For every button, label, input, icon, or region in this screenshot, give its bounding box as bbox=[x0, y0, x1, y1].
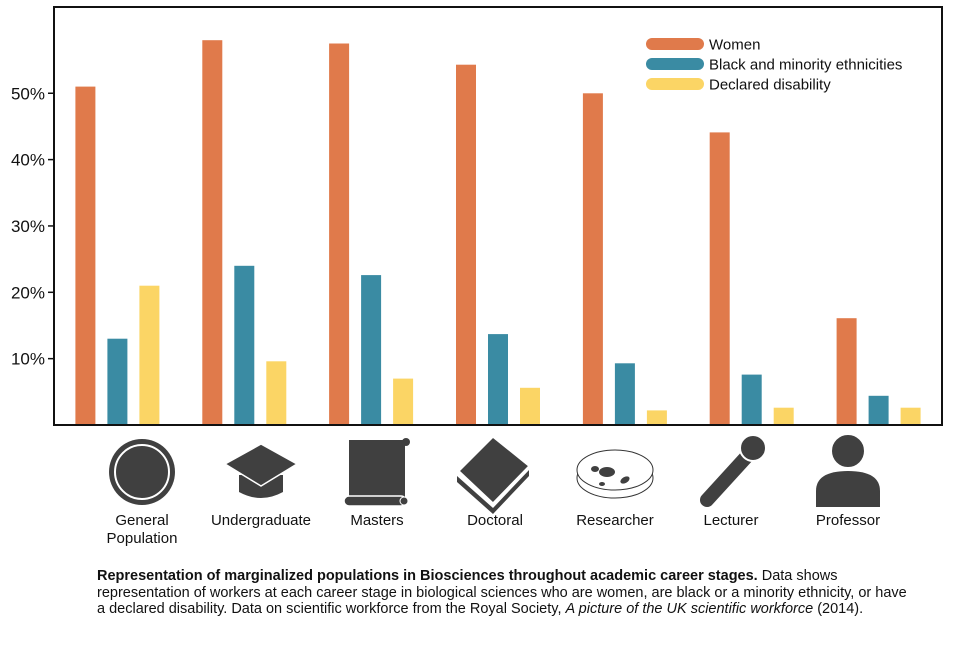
chart: 10% 20% 30% 40% 50% Women Black and minority … bbox=[11, 6, 943, 547]
bar-declared-disability-doctoral bbox=[520, 387, 540, 425]
graduation-cap-icon bbox=[223, 443, 299, 498]
y-tick-label: 10% bbox=[11, 350, 45, 369]
bar-women-general-population bbox=[75, 86, 96, 425]
y-axis: 10% 20% 30% 40% 50% bbox=[11, 84, 54, 369]
bar-women-professor bbox=[836, 318, 857, 425]
bar-declared-disability-undergraduate bbox=[266, 361, 287, 425]
book-icon bbox=[457, 435, 531, 514]
figure-caption: Representation of marginalized populatio… bbox=[97, 568, 917, 618]
microphone-icon bbox=[700, 434, 767, 507]
bar-declared-disability-general-population bbox=[139, 285, 160, 425]
bar-black-and-minority-ethnicities-lecturer bbox=[741, 374, 762, 425]
legend-label: Black and minority ethnicities bbox=[709, 57, 902, 74]
bar-women-doctoral bbox=[456, 64, 476, 425]
legend-swatch bbox=[646, 58, 704, 70]
bar-black-and-minority-ethnicities-general-population bbox=[107, 338, 128, 425]
category-label-general-population: General Population bbox=[107, 512, 178, 547]
petri-dish-icon bbox=[576, 449, 654, 499]
category-label-professor: Professor bbox=[816, 512, 880, 529]
category-label-undergraduate: Undergraduate bbox=[211, 512, 311, 529]
bar-declared-disability-researcher bbox=[646, 410, 667, 425]
bar-women-lecturer bbox=[709, 132, 730, 425]
category-label-lecturer: Lecturer bbox=[703, 512, 758, 529]
bar-declared-disability-masters bbox=[393, 378, 414, 425]
legend-swatch bbox=[646, 38, 704, 50]
legend-label: Declared disability bbox=[709, 77, 831, 94]
caption-text-1: Data shows representation of workers at … bbox=[97, 568, 907, 617]
bar-black-and-minority-ethnicities-researcher bbox=[614, 363, 635, 425]
bar-black-and-minority-ethnicities-masters bbox=[361, 275, 382, 425]
bars bbox=[75, 40, 921, 426]
y-tick-label: 40% bbox=[11, 151, 45, 170]
bar-women-researcher bbox=[582, 93, 603, 426]
legend: Women Black and minority ethnicities Decla… bbox=[646, 37, 902, 94]
legend-swatch bbox=[646, 78, 704, 90]
scroll-icon bbox=[343, 438, 410, 507]
category-icons bbox=[109, 433, 880, 514]
bar-black-and-minority-ethnicities-professor bbox=[868, 395, 889, 425]
category-label-researcher: Researcher bbox=[576, 512, 654, 529]
bar-black-and-minority-ethnicities-undergraduate bbox=[234, 265, 255, 425]
legend-label: Women bbox=[709, 37, 760, 54]
bar-women-masters bbox=[329, 43, 350, 425]
bar-declared-disability-lecturer bbox=[773, 407, 794, 425]
globe-icon bbox=[109, 439, 175, 505]
y-tick-label: 30% bbox=[11, 217, 45, 236]
category-label-masters: Masters bbox=[350, 512, 403, 529]
caption-bold: Representation of marginalized populatio… bbox=[97, 568, 758, 584]
bar-black-and-minority-ethnicities-doctoral bbox=[488, 334, 508, 425]
caption-text-2: (2014). bbox=[813, 601, 864, 617]
y-tick-label: 20% bbox=[11, 283, 45, 302]
y-tick-label: 50% bbox=[11, 84, 45, 103]
category-label-doctoral: Doctoral bbox=[467, 512, 523, 529]
category-labels: General Population Undergraduate Masters Doc… bbox=[107, 512, 881, 547]
bar-women-undergraduate bbox=[202, 40, 223, 425]
caption-italic: A picture of the UK scientific workforce bbox=[565, 601, 814, 617]
bar-declared-disability-professor bbox=[900, 407, 921, 425]
person-icon bbox=[816, 433, 880, 507]
plot-frame bbox=[53, 6, 943, 426]
